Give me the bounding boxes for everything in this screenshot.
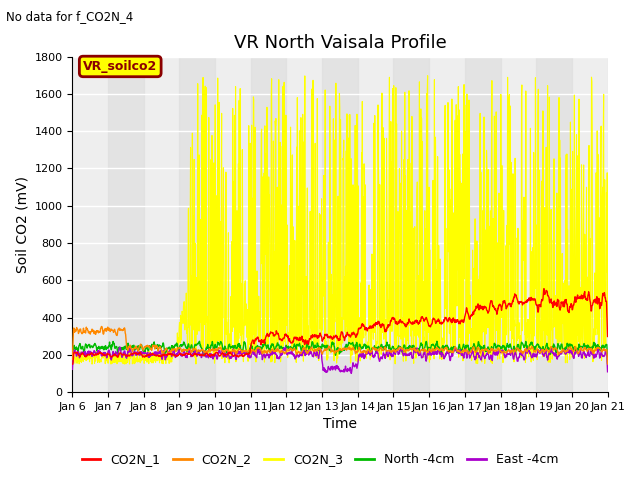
Title: VR North Vaisala Profile: VR North Vaisala Profile <box>234 34 446 52</box>
Bar <box>322 57 358 392</box>
Bar <box>108 57 144 392</box>
Bar <box>394 57 429 392</box>
Text: No data for f_CO2N_4: No data for f_CO2N_4 <box>6 10 134 23</box>
Bar <box>251 57 287 392</box>
Text: VR_soilco2: VR_soilco2 <box>83 60 157 73</box>
Bar <box>465 57 500 392</box>
X-axis label: Time: Time <box>323 418 357 432</box>
Bar <box>536 57 572 392</box>
Y-axis label: Soil CO2 (mV): Soil CO2 (mV) <box>15 176 29 273</box>
Bar <box>179 57 215 392</box>
Legend: CO2N_1, CO2N_2, CO2N_3, North -4cm, East -4cm: CO2N_1, CO2N_2, CO2N_3, North -4cm, East… <box>77 448 563 471</box>
